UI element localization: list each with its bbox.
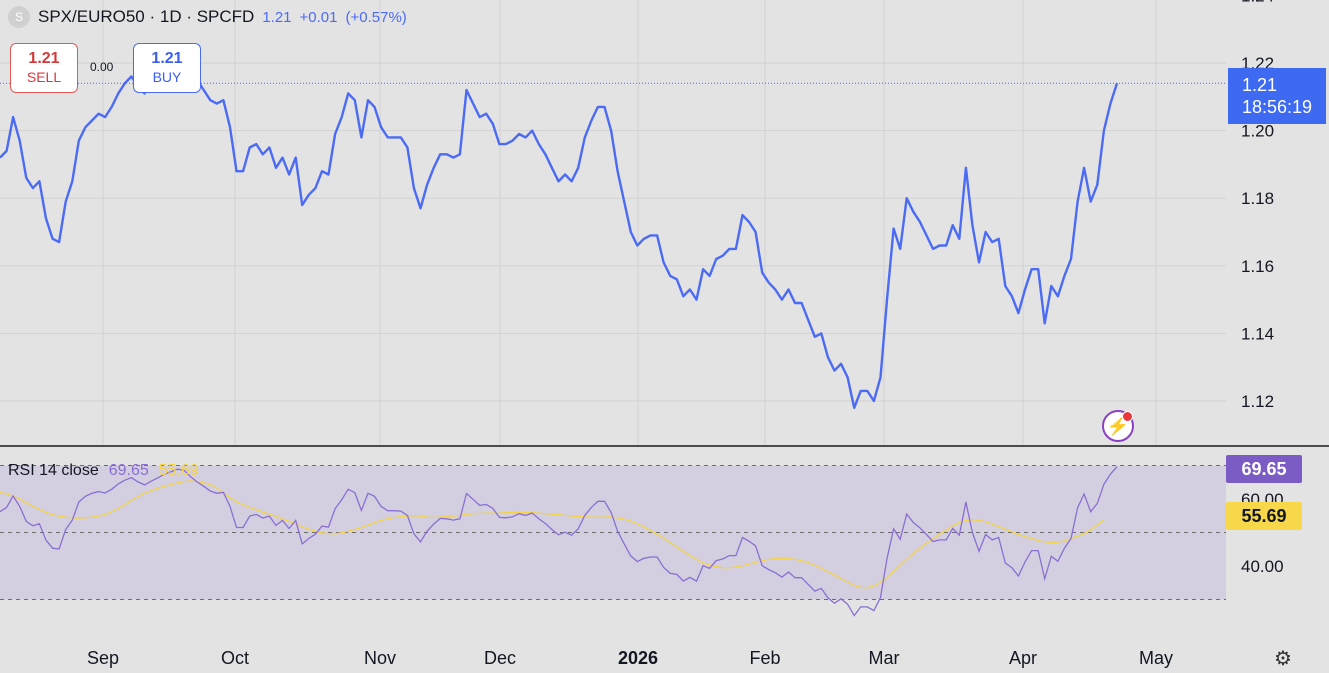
time-tick-label: Oct bbox=[221, 648, 249, 668]
time-tick-label: 2026 bbox=[618, 648, 658, 668]
symbol-legend: S SPX/EURO50 · 1D · SPCFD 1.21 +0.01 (+0… bbox=[8, 6, 407, 28]
change-percent: (+0.57%) bbox=[345, 8, 407, 26]
rsi-ma-line bbox=[0, 480, 1105, 589]
sell-button[interactable]: 1.21 SELL bbox=[10, 43, 78, 93]
time-axis: Sep Oct Nov Dec 2026 Feb Mar Apr May bbox=[87, 648, 1173, 668]
price-tick-label: 1.14 bbox=[1241, 324, 1274, 343]
rsi-legend-ma-value: 55.69 bbox=[158, 462, 199, 479]
change-value: +0.01 bbox=[299, 8, 338, 26]
sell-label: SELL bbox=[26, 69, 62, 85]
time-tick-label: Apr bbox=[1009, 648, 1037, 668]
price-grid bbox=[0, 0, 1226, 446]
price-tick-label: 1.24 bbox=[1241, 0, 1274, 5]
last-price-tag: 1.21 18:56:19 bbox=[1228, 68, 1326, 124]
price-tick-label: 1.18 bbox=[1241, 189, 1274, 208]
rsi-line bbox=[0, 466, 1118, 617]
symbol-logo-icon: S bbox=[8, 6, 30, 28]
time-tick-label: Dec bbox=[484, 648, 516, 668]
time-tick-label: Sep bbox=[87, 648, 119, 668]
notification-dot bbox=[1122, 411, 1133, 422]
time-tick-label: Mar bbox=[869, 648, 900, 668]
rsi-band bbox=[0, 465, 1226, 600]
price-axis: 1.241.221.201.181.161.141.12 bbox=[1241, 0, 1274, 411]
last-price-tag-value: 1.21 bbox=[1242, 75, 1278, 95]
flash-icon[interactable]: ⚡ bbox=[1102, 410, 1134, 442]
last-value: 1.21 bbox=[262, 8, 292, 26]
rsi-ma-value-tag: 55.69 bbox=[1226, 502, 1302, 530]
sell-price: 1.21 bbox=[28, 50, 60, 67]
bar-countdown: 18:56:19 bbox=[1242, 97, 1313, 117]
symbol-title[interactable]: SPX/EURO50 · 1D · SPCFD bbox=[38, 7, 255, 26]
rsi-label[interactable]: RSI 14 close bbox=[8, 462, 99, 479]
symbol-values: 1.21 +0.01 (+0.57%) bbox=[262, 9, 406, 26]
settings-gear-icon[interactable]: ⚙ bbox=[1274, 647, 1292, 670]
price-tick-label: 1.12 bbox=[1241, 392, 1274, 411]
rsi-legend: RSI 14 close 69.65 55.69 bbox=[8, 462, 199, 480]
price-tick-label: 1.20 bbox=[1241, 122, 1274, 141]
time-tick-label: May bbox=[1139, 648, 1173, 668]
buy-price: 1.21 bbox=[151, 50, 183, 67]
price-tick-label: 1.16 bbox=[1241, 257, 1274, 276]
spread-value: 0.00 bbox=[90, 60, 114, 74]
time-tick-label: Nov bbox=[364, 648, 396, 668]
buy-label: BUY bbox=[152, 69, 182, 85]
buy-button[interactable]: 1.21 BUY bbox=[133, 43, 201, 93]
time-tick-label: Feb bbox=[749, 648, 780, 668]
rsi-value-tag: 69.65 bbox=[1226, 455, 1302, 483]
rsi-legend-value: 69.65 bbox=[108, 462, 149, 479]
rsi-tick-label: 40.00 bbox=[1241, 557, 1284, 576]
